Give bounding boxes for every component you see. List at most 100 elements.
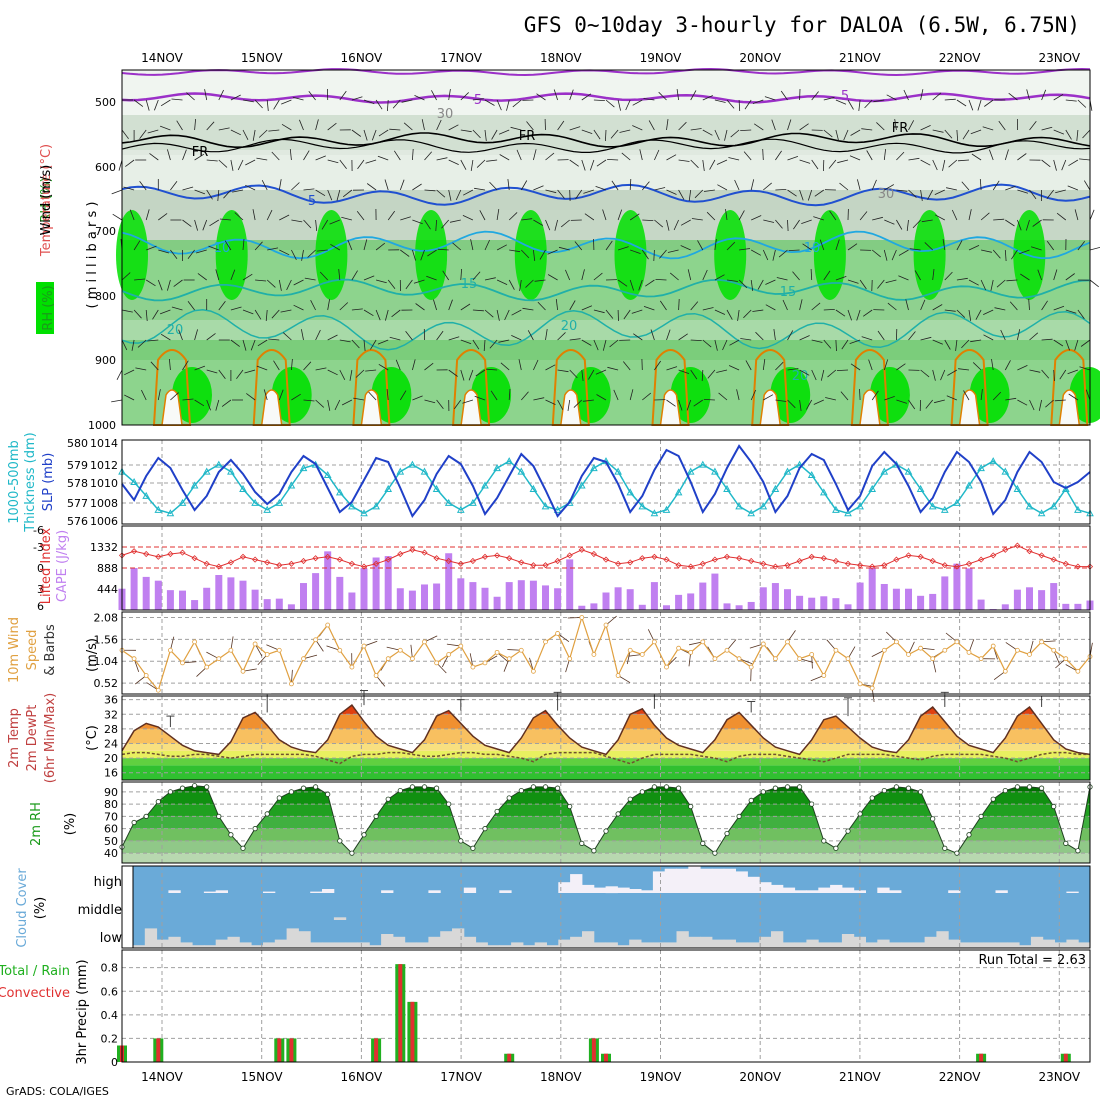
cape-bar <box>554 588 562 610</box>
wind-barb <box>655 279 667 281</box>
wind-barb <box>607 159 619 161</box>
wind-barb <box>980 212 990 221</box>
rh-marker <box>228 832 234 838</box>
wind-barb <box>611 180 619 191</box>
cloud-high-bar <box>463 887 477 893</box>
lifted-index-marker <box>905 552 912 559</box>
wind-barb <box>619 129 631 133</box>
wind-barb <box>146 245 157 251</box>
cape-bar <box>590 603 598 610</box>
rh-marker <box>131 819 137 826</box>
cloud-high-bar <box>830 884 843 893</box>
lifted-index-marker <box>578 546 585 553</box>
wind-barb <box>932 339 943 345</box>
wind-barb <box>194 118 196 131</box>
rh-marker <box>1075 848 1081 854</box>
wind-barb <box>219 218 231 221</box>
rh-unit-label: (%) <box>63 813 78 836</box>
temp-side-label: 2m DewPt <box>25 705 40 772</box>
wind-barb <box>629 178 632 191</box>
wind-tick-label: 2.08 <box>94 611 119 624</box>
wind-barb <box>145 209 150 221</box>
cape-bar <box>287 604 295 610</box>
contour-label: FR <box>192 145 209 160</box>
wind-barb <box>955 339 958 351</box>
wind-barb <box>378 363 389 371</box>
precip-convective-bar <box>1063 1053 1068 1062</box>
precip-convective-bar <box>979 1053 984 1062</box>
cloud-low-bar <box>605 942 618 948</box>
temperature-contour <box>121 278 1091 302</box>
wind-barb <box>908 157 920 161</box>
precip-convective-bar <box>398 964 403 1062</box>
wind-barb <box>984 99 994 107</box>
wind-barb <box>291 393 301 401</box>
wind-barb <box>472 129 481 139</box>
wind-barb <box>1017 329 1021 341</box>
wind-barb <box>145 309 148 322</box>
wind-barb <box>835 339 837 352</box>
rh-marker <box>978 813 984 819</box>
panel-side-label: Wind (m/s) <box>39 165 54 236</box>
run-total-label: Run Total = 2.63 <box>978 953 1086 968</box>
wind-speed-marker <box>240 668 246 674</box>
wind-barb <box>956 129 959 142</box>
wind-barb <box>605 309 614 319</box>
thickness-marker <box>1074 505 1082 513</box>
wind-barb <box>387 99 389 112</box>
wind-barb <box>500 362 510 371</box>
wind-barb <box>533 397 545 401</box>
thickness-marker <box>444 498 453 506</box>
rh-moist-plume <box>116 210 148 300</box>
wind-barb <box>125 159 135 167</box>
cape-bar <box>880 583 888 610</box>
wind-barb <box>738 279 748 289</box>
wind-barb <box>726 99 735 109</box>
thickness-marker <box>662 505 671 513</box>
wind-barb <box>734 179 740 191</box>
wind-barb <box>847 309 852 321</box>
wind-barb <box>194 189 206 195</box>
wind-speed-marker <box>349 664 355 670</box>
rh-marker <box>458 838 464 844</box>
wind-barb <box>1089 209 1095 221</box>
thickness-label: 1000-500mb <box>7 440 22 524</box>
cape-bar <box>1013 589 1021 610</box>
wind-speed-marker <box>591 652 597 657</box>
rh-moist-plume <box>371 367 412 423</box>
orange-temperature-contour <box>958 389 981 426</box>
orange-temperature-contour <box>559 389 582 426</box>
rh-marker <box>433 785 440 791</box>
wind-barb <box>321 219 329 230</box>
precip-tick-label: 0.4 <box>101 1009 119 1022</box>
wind-barb <box>738 99 741 112</box>
wind-barb <box>956 309 966 318</box>
wind-barb <box>623 309 631 320</box>
thickness-marker <box>130 477 138 485</box>
thickness-marker <box>819 488 828 496</box>
wind-barb <box>266 209 273 221</box>
wind-barb <box>436 157 448 161</box>
wind-speed-marker <box>1015 647 1020 653</box>
thickness-marker <box>227 467 235 475</box>
cape-bar <box>360 568 368 610</box>
wind-barb <box>981 249 992 253</box>
temperature-contour <box>121 92 1091 104</box>
wind-barb <box>690 128 702 131</box>
cloud-high-bar <box>629 889 642 893</box>
cloud-low-bar <box>168 936 181 948</box>
wind-barb <box>617 279 628 287</box>
wind-barb <box>351 270 358 281</box>
wind-speed-marker <box>639 652 645 657</box>
wind-barb <box>898 275 909 281</box>
cape-bar <box>663 605 670 610</box>
wind-barb <box>137 339 147 348</box>
wind-barb <box>218 127 230 131</box>
wind-barb <box>1055 189 1066 194</box>
wind-barb <box>1009 301 1018 311</box>
cloud-low-bar <box>475 942 488 948</box>
wind-barb <box>265 309 268 322</box>
wind-barb <box>567 399 571 411</box>
rh-marker <box>688 803 694 810</box>
